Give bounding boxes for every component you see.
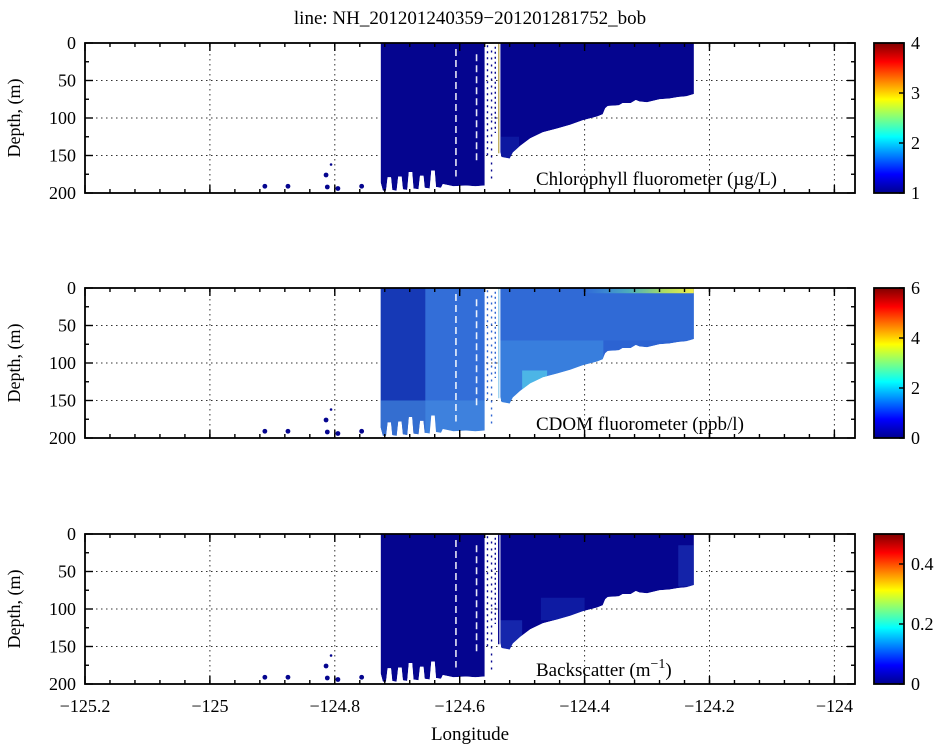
colorbar-tick-label: 2: [911, 378, 920, 398]
x-tick-label: −124: [816, 696, 853, 716]
x-tick-label: −124.8: [309, 696, 360, 716]
backscatter-panel: 0 50 100 150 200 Depth, (m) Backscatter (m−1): [4, 524, 856, 694]
glider-section-west: [380, 43, 485, 191]
colorbar-tick-label: 3: [911, 83, 920, 103]
deep-data-dot: [323, 663, 329, 669]
deep-data-dot: [329, 654, 333, 657]
y-axis-label: Depth, (m): [4, 570, 25, 649]
value-patch: [540, 597, 585, 621]
deep-data-dot: [323, 172, 329, 178]
value-patch: [425, 288, 485, 401]
cdom-annotation: CDOM fluorometer (ppb/l): [536, 414, 744, 435]
y-tick-label: 50: [58, 316, 76, 336]
cdom-colorbar: 0 2 4 6: [873, 278, 920, 448]
deep-data-dot: [262, 428, 268, 434]
deep-data-dot: [329, 408, 333, 411]
y-tick-label: 100: [49, 108, 76, 128]
axes-box: [84, 42, 856, 194]
value-patch: [380, 400, 485, 436]
y-tick-label: 200: [49, 428, 76, 448]
deep-data-dot: [262, 674, 268, 680]
colorbar-tick-label: 1: [911, 183, 920, 203]
y-tick-label: 50: [58, 562, 76, 582]
x-tick-label: −124.4: [559, 696, 610, 716]
y-axis-label: Depth, (m): [4, 79, 25, 158]
y-tick-label: 150: [49, 146, 76, 166]
x-tick-label: −124.2: [684, 696, 735, 716]
colorbar-tick-label: 4: [911, 33, 920, 53]
deep-data-dot: [335, 677, 341, 682]
deep-data-dot: [285, 428, 291, 434]
y-tick-label: 0: [67, 524, 76, 544]
value-patch: [500, 136, 520, 160]
colorbar-tick-label: 2: [911, 133, 920, 153]
chlorophyll-annotation: Chlorophyll fluorometer (µg/L): [536, 169, 777, 190]
y-tick-label: 0: [67, 278, 76, 298]
backscatter-colorbar: 0 0.2 0.4: [873, 533, 934, 694]
chlorophyll-panel: 0 50 100 150 200 Depth, (m) Chlorophyll fluoro…: [4, 33, 856, 203]
deep-data-dot: [262, 183, 268, 189]
chlorophyll-colorbar: 1 2 3 4: [873, 33, 920, 203]
value-patch: [500, 340, 604, 408]
deep-data-dot: [285, 183, 291, 189]
value-patch: [500, 620, 523, 651]
surface-high-value-streak: [584, 288, 694, 294]
cdom-panel: 0 50 100 150 200 Depth, (m) CDOM fluorometer (…: [4, 278, 856, 448]
deep-data-dot: [329, 163, 333, 166]
deep-data-dot: [359, 674, 365, 680]
value-patch: [500, 288, 694, 341]
annotation-close: ): [665, 660, 671, 681]
deep-data-dot: [324, 675, 330, 681]
colorbar-gradient: [873, 287, 905, 439]
y-tick-label: 150: [49, 637, 76, 657]
colorbar-tick-label: 0.4: [911, 554, 934, 574]
deep-data-dot: [335, 186, 341, 191]
y-tick-label: 100: [49, 599, 76, 619]
colorbar-tick-label: 0: [911, 674, 920, 694]
deep-data-dot: [359, 428, 365, 434]
x-tick-label: −125.2: [60, 696, 111, 716]
value-patch: [678, 545, 694, 587]
backscatter-annotation: Backscatter (m−1): [536, 657, 672, 681]
y-tick-label: 50: [58, 71, 76, 91]
axes-box: [84, 533, 856, 685]
annotation-base: Backscatter (m: [536, 660, 651, 681]
colorbar-tick-label: 6: [911, 278, 920, 298]
colorbar-gradient: [873, 533, 905, 685]
annotation-superscript: −1: [650, 657, 665, 672]
glider-section-east: [500, 43, 694, 159]
deep-data-dot: [285, 674, 291, 680]
axes-box: [84, 287, 856, 439]
deep-data-dot: [323, 417, 329, 423]
chlorophyll-data-region: [380, 43, 694, 191]
y-tick-label: 200: [49, 674, 76, 694]
y-axis-label: Depth, (m): [4, 324, 25, 403]
backscatter-data-region: [380, 534, 694, 682]
y-tick-label: 0: [67, 33, 76, 53]
colorbar-tick-label: 0.2: [911, 614, 934, 634]
glider-section-east: [500, 534, 694, 650]
deep-data-dot: [324, 429, 330, 435]
figure-title: line: NH_201201240359−201201281752_bob: [294, 8, 646, 29]
x-axis-label: Longitude: [431, 724, 509, 745]
colorbar-gradient: [873, 42, 905, 194]
x-tick-label: −124.6: [434, 696, 485, 716]
deep-data-dot: [324, 184, 330, 190]
y-tick-label: 100: [49, 353, 76, 373]
deep-data-dot: [359, 183, 365, 189]
x-tick-label: −125: [191, 696, 228, 716]
glider-section-west: [380, 534, 485, 682]
deep-data-dot: [335, 431, 341, 436]
colorbar-tick-label: 0: [911, 428, 920, 448]
y-tick-label: 150: [49, 391, 76, 411]
y-tick-label: 200: [49, 183, 76, 203]
colorbar-tick-label: 4: [911, 328, 920, 348]
value-patch: [522, 370, 548, 393]
